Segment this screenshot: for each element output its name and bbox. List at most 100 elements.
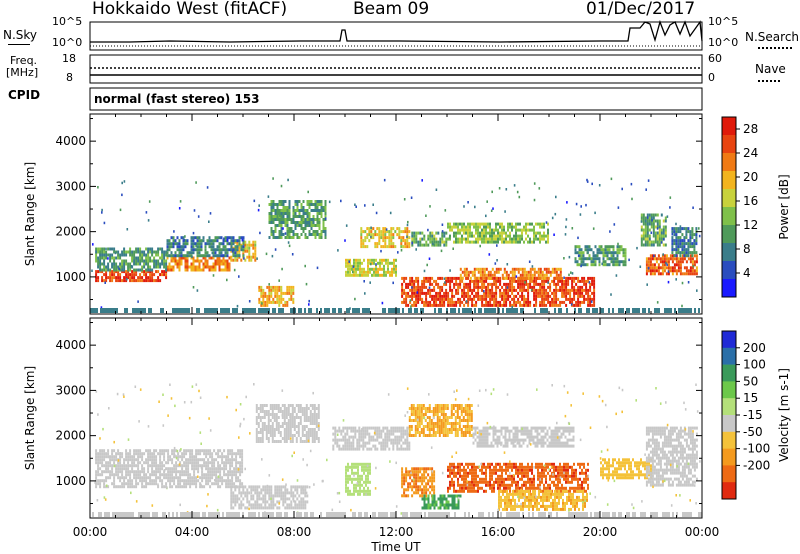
power-cell [378, 233, 381, 237]
power-cell [491, 285, 494, 289]
power-cell [493, 279, 496, 283]
power-cell [689, 260, 692, 264]
power-point [369, 281, 371, 284]
velocity-cell [201, 473, 204, 477]
velocity-cell [221, 476, 224, 480]
power-cell [541, 276, 544, 280]
velocity-cell [225, 458, 228, 462]
power-cell [439, 300, 442, 304]
velocity-cell [175, 449, 178, 453]
velocity-cell [292, 494, 295, 498]
power-cell [214, 239, 217, 243]
power-cell [547, 240, 549, 244]
power-point [162, 308, 164, 313]
power-cell [523, 267, 526, 271]
power-cell [147, 259, 150, 263]
power-cell [539, 294, 542, 298]
power-cell [513, 285, 516, 289]
power-point [530, 288, 533, 292]
power-cell [125, 276, 128, 280]
power-cell [149, 259, 152, 263]
power-cell [685, 227, 688, 231]
power-cell [687, 251, 690, 255]
power-cell [242, 245, 245, 249]
power-cell [121, 270, 124, 274]
velocity-cell [241, 470, 244, 474]
velocity-cell [199, 449, 202, 453]
velocity-cell [135, 479, 138, 483]
power-cell [182, 256, 185, 260]
power-point [370, 262, 372, 266]
power-cell [212, 248, 215, 252]
velocity-cell [271, 422, 274, 425]
power-cell [133, 270, 136, 274]
velocity-cell [189, 458, 192, 462]
velocity-cell [281, 410, 284, 413]
power-cell [170, 251, 173, 255]
power-cell [212, 265, 215, 269]
power-cell [151, 279, 154, 283]
power-cell [415, 240, 418, 244]
power-cell [561, 300, 564, 304]
power-cell [306, 203, 309, 206]
power-cell [404, 245, 407, 249]
power-cell [503, 291, 506, 295]
velocity-cell [299, 410, 302, 413]
power-cell [527, 240, 529, 244]
power-cell [378, 227, 381, 231]
power-cell [695, 251, 698, 255]
velocity-cell [240, 503, 243, 507]
power-cell [355, 267, 357, 271]
power-cell [236, 245, 239, 249]
velocity-cell [234, 497, 237, 501]
velocity-band [230, 485, 309, 510]
velocity-cell [267, 413, 270, 416]
power-colorbar-tick-label: 28 [743, 122, 758, 136]
power-point [591, 182, 593, 186]
velocity-cell [131, 482, 134, 486]
velocity-cell [346, 441, 349, 445]
power-cell [443, 300, 446, 304]
power-cell [196, 254, 199, 258]
power-cell [294, 224, 297, 227]
velocity-cell [259, 440, 262, 443]
power-cell [318, 224, 321, 227]
velocity-cell [165, 482, 168, 486]
velocity-cell [175, 473, 178, 477]
power-cell [276, 294, 279, 298]
power-cell [596, 254, 599, 258]
velocity-cell [315, 416, 318, 419]
power-cell [497, 303, 500, 307]
velocity-cell [303, 425, 306, 428]
velocity-cell [271, 404, 274, 407]
power-cell [308, 233, 311, 236]
velocity-cell [364, 429, 367, 433]
power-cell [537, 276, 540, 280]
power-cell [675, 269, 678, 273]
power-cell [208, 242, 211, 246]
power-cell [111, 276, 114, 280]
power-cell [614, 260, 617, 264]
power-cell [182, 236, 185, 240]
power-cell [573, 288, 576, 292]
power-cell [415, 234, 418, 238]
power-cell [527, 228, 529, 232]
velocity-cell [241, 464, 244, 468]
power-point [316, 308, 318, 313]
power-cell [302, 212, 305, 215]
power-cell [278, 236, 281, 239]
power-cell [511, 240, 513, 244]
power-point [586, 180, 589, 183]
power-cell [471, 300, 474, 304]
power-cell [172, 254, 175, 258]
power-point [692, 265, 695, 268]
power-cell [515, 300, 518, 304]
power-point [566, 308, 568, 313]
power-cell [107, 268, 110, 272]
velocity-cell [221, 461, 224, 465]
power-cell [242, 236, 245, 240]
velocity-cell [380, 447, 383, 451]
power-point [355, 205, 357, 208]
velocity-cell [137, 482, 140, 486]
power-cell [306, 200, 309, 203]
